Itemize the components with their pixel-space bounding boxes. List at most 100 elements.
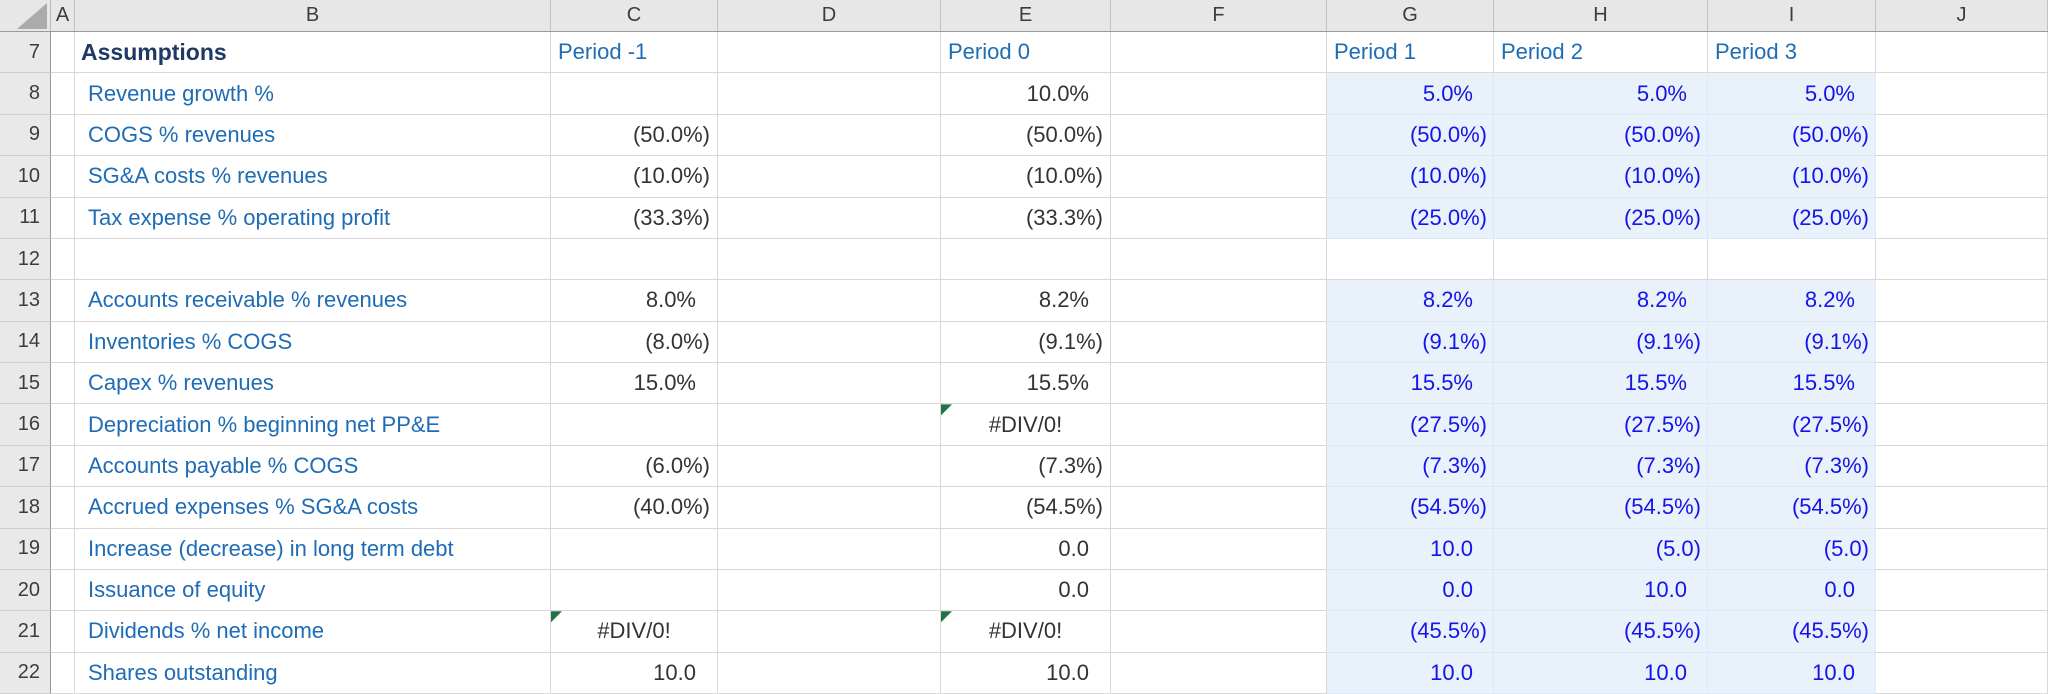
cell-E9[interactable]: (50.0%) [941,114,1111,157]
cell-E7[interactable]: Period 0 [941,32,1111,74]
cell-D19[interactable] [718,528,941,570]
column-header-C[interactable]: C [551,0,718,31]
cell-J9[interactable] [1876,114,2048,157]
cell-H22[interactable]: 10.0 [1494,652,1708,694]
cell-J21[interactable] [1876,611,2048,653]
cell-H15[interactable]: 15.5% [1494,363,1708,405]
cell-B12[interactable] [75,238,551,281]
column-header-F[interactable]: F [1111,0,1327,31]
cell-D7[interactable] [718,32,941,74]
cell-G18[interactable]: (54.5%) [1327,487,1494,529]
cell-J16[interactable] [1876,404,2048,446]
cell-B10[interactable]: SG&A costs % revenues [75,156,551,198]
cell-F8[interactable] [1111,73,1327,115]
cell-A18[interactable] [51,487,75,529]
cell-I15[interactable]: 15.5% [1708,363,1876,405]
cell-A13[interactable] [51,280,75,322]
cell-D22[interactable] [718,652,941,694]
cell-E12[interactable] [941,238,1111,281]
cell-E20[interactable]: 0.0 [941,569,1111,612]
cell-A9[interactable] [51,114,75,157]
cell-G7[interactable]: Period 1 [1327,32,1494,74]
cell-F22[interactable] [1111,652,1327,694]
cell-A10[interactable] [51,156,75,198]
cell-A16[interactable] [51,404,75,446]
cell-C12[interactable] [551,238,718,281]
row-header-19[interactable]: 19 [0,528,51,570]
cell-F17[interactable] [1111,445,1327,488]
cell-B15[interactable]: Capex % revenues [75,363,551,405]
cell-G17[interactable]: (7.3%) [1327,445,1494,488]
row-header-18[interactable]: 18 [0,487,51,529]
cell-E21[interactable]: #DIV/0! [941,611,1111,653]
cell-H12[interactable] [1494,238,1708,281]
cell-H10[interactable]: (10.0%) [1494,156,1708,198]
cell-I20[interactable]: 0.0 [1708,569,1876,612]
cell-E14[interactable]: (9.1%) [941,321,1111,363]
cell-J14[interactable] [1876,321,2048,363]
cell-F15[interactable] [1111,363,1327,405]
column-header-B[interactable]: B [75,0,551,31]
cell-J13[interactable] [1876,280,2048,322]
cell-B7[interactable]: Assumptions [75,32,551,74]
cell-F13[interactable] [1111,280,1327,322]
cell-G16[interactable]: (27.5%) [1327,404,1494,446]
cell-E22[interactable]: 10.0 [941,652,1111,694]
cell-J12[interactable] [1876,238,2048,281]
cell-F19[interactable] [1111,528,1327,570]
cell-G12[interactable] [1327,238,1494,281]
cell-A12[interactable] [51,238,75,281]
cell-I8[interactable]: 5.0% [1708,73,1876,115]
cell-E11[interactable]: (33.3%) [941,197,1111,239]
cell-A22[interactable] [51,652,75,694]
cell-D14[interactable] [718,321,941,363]
cell-G15[interactable]: 15.5% [1327,363,1494,405]
cell-A17[interactable] [51,445,75,488]
cell-A21[interactable] [51,611,75,653]
cell-A11[interactable] [51,197,75,239]
row-header-7[interactable]: 7 [0,32,51,74]
row-header-10[interactable]: 10 [0,156,51,198]
cell-H14[interactable]: (9.1%) [1494,321,1708,363]
cell-E8[interactable]: 10.0% [941,73,1111,115]
cell-H16[interactable]: (27.5%) [1494,404,1708,446]
cell-C14[interactable]: (8.0%) [551,321,718,363]
cell-D16[interactable] [718,404,941,446]
column-header-I[interactable]: I [1708,0,1876,31]
cell-J17[interactable] [1876,445,2048,488]
cell-E19[interactable]: 0.0 [941,528,1111,570]
cell-G11[interactable]: (25.0%) [1327,197,1494,239]
cell-D13[interactable] [718,280,941,322]
cell-C10[interactable]: (10.0%) [551,156,718,198]
cell-C21[interactable]: #DIV/0! [551,611,718,653]
cell-J8[interactable] [1876,73,2048,115]
cell-A7[interactable] [51,32,75,74]
cell-I10[interactable]: (10.0%) [1708,156,1876,198]
cell-F18[interactable] [1111,487,1327,529]
cell-I7[interactable]: Period 3 [1708,32,1876,74]
row-header-17[interactable]: 17 [0,445,51,488]
row-header-15[interactable]: 15 [0,363,51,405]
row-header-16[interactable]: 16 [0,404,51,446]
cell-F12[interactable] [1111,238,1327,281]
cell-B18[interactable]: Accrued expenses % SG&A costs [75,487,551,529]
cell-H8[interactable]: 5.0% [1494,73,1708,115]
cell-J19[interactable] [1876,528,2048,570]
cell-C18[interactable]: (40.0%) [551,487,718,529]
cell-B21[interactable]: Dividends % net income [75,611,551,653]
cell-F20[interactable] [1111,569,1327,612]
cell-J20[interactable] [1876,569,2048,612]
cell-B22[interactable]: Shares outstanding [75,652,551,694]
cell-B19[interactable]: Increase (decrease) in long term debt [75,528,551,570]
cell-H13[interactable]: 8.2% [1494,280,1708,322]
column-header-G[interactable]: G [1327,0,1494,31]
column-header-D[interactable]: D [718,0,941,31]
cell-C11[interactable]: (33.3%) [551,197,718,239]
cell-B8[interactable]: Revenue growth % [75,73,551,115]
cell-D12[interactable] [718,238,941,281]
cell-C19[interactable] [551,528,718,570]
cell-G13[interactable]: 8.2% [1327,280,1494,322]
cell-H20[interactable]: 10.0 [1494,569,1708,612]
cell-A14[interactable] [51,321,75,363]
cell-I21[interactable]: (45.5%) [1708,611,1876,653]
